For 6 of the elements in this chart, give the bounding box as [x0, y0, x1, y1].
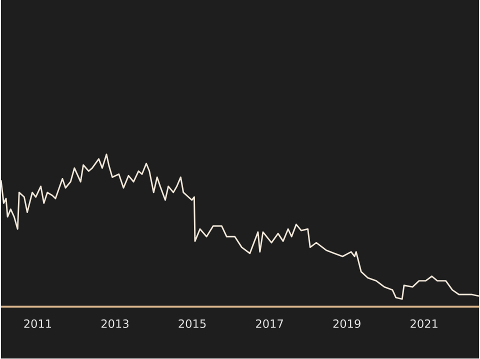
- x-tick-label: 2011: [24, 320, 52, 328]
- x-tick-label: 2017: [256, 320, 283, 328]
- x-tick-label: 2019: [333, 320, 360, 328]
- x-tick-label: 2021: [410, 320, 438, 328]
- x-tick-label: 2015: [178, 320, 206, 328]
- x-tick-label: 2013: [101, 320, 128, 328]
